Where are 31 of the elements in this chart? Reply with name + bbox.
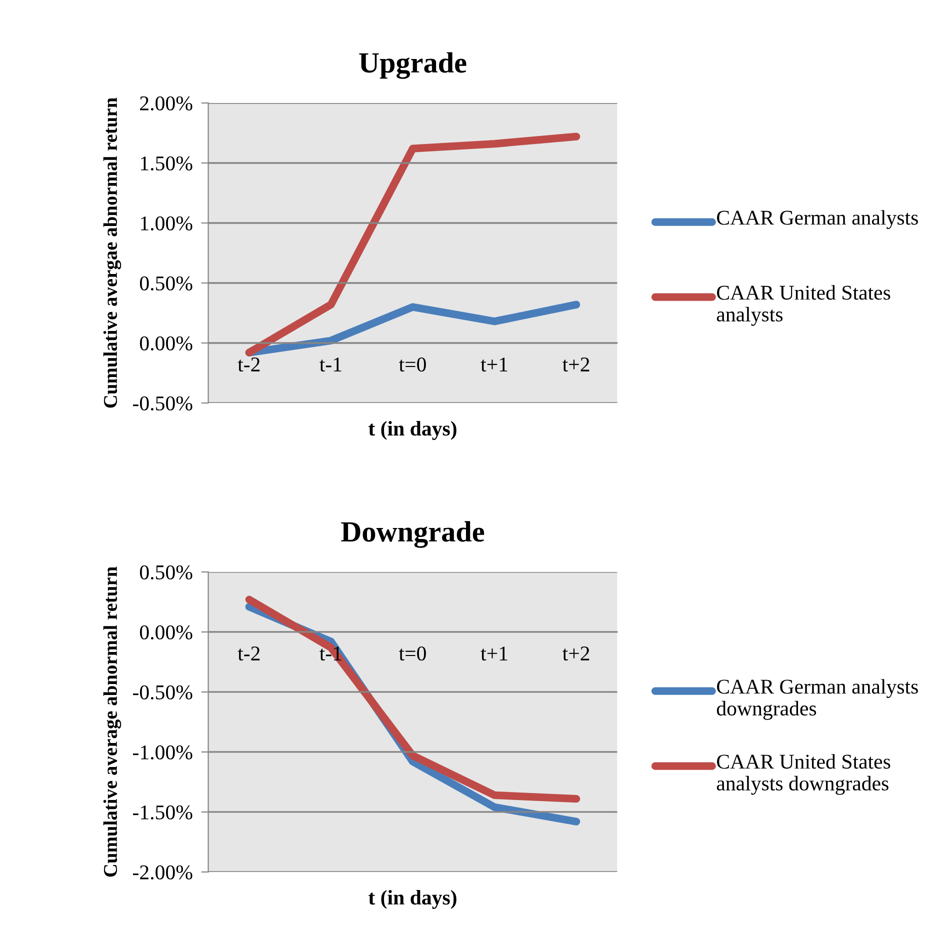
y-tick-label: 0.50% xyxy=(140,565,192,580)
y-tick-label: -0.50% xyxy=(133,685,192,700)
y-tick-label: 1.00% xyxy=(141,216,192,231)
x-tick-label: t+1 xyxy=(480,358,508,372)
x-tick-label: t-2 xyxy=(238,646,260,661)
legend-label: CAAR United States analysts downgrades xyxy=(716,754,890,795)
y-tick-label: -2.00% xyxy=(133,865,192,880)
x-tick-label: t+1 xyxy=(480,646,508,661)
x-tick-label: t-2 xyxy=(238,358,260,372)
y-tick-label: 0.00% xyxy=(140,336,192,351)
legend-label: CAAR German analysts xyxy=(717,210,918,230)
x-axis-title: t (in days) xyxy=(368,890,456,909)
y-tick-label: -0.50% xyxy=(133,396,192,411)
legend-label: CAAR United States analysts xyxy=(716,285,890,326)
y-tick-label: -1.00% xyxy=(133,745,192,760)
x-tick-label: t-1 xyxy=(320,358,342,372)
x-tick-label: t=0 xyxy=(398,357,426,372)
x-axis-title: t (in days) xyxy=(368,420,456,440)
x-tick-label: t+2 xyxy=(562,358,590,372)
chart-title: Downgrade xyxy=(341,521,484,548)
y-tick-label: -1.50% xyxy=(133,805,192,820)
y-axis-title: Cumulative avergae abnormal return xyxy=(103,98,122,408)
chart-title: Upgrade xyxy=(359,52,466,79)
y-axis-title: Cumulative average abnormal return xyxy=(103,566,122,877)
y-tick-label: 2.00% xyxy=(140,96,192,111)
y-tick-label: 0.50% xyxy=(140,276,192,291)
y-tick-label: 1.50% xyxy=(141,156,192,171)
y-tick-label: 0.00% xyxy=(140,625,192,640)
legend-label: CAAR German analysts downgrades xyxy=(716,679,918,720)
x-tick-label: t+2 xyxy=(562,646,590,661)
x-tick-label: t=0 xyxy=(398,646,426,661)
